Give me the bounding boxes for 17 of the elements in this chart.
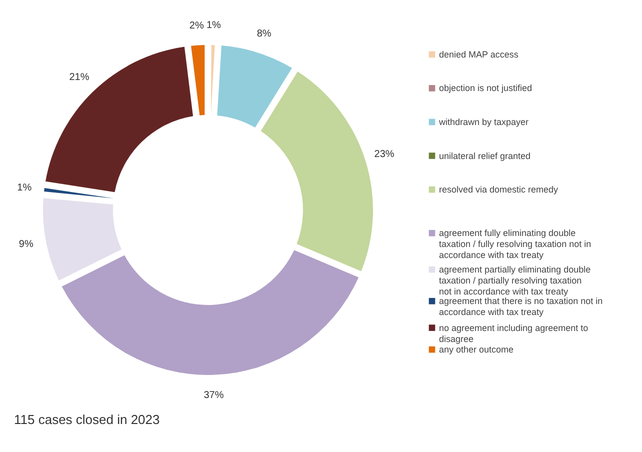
legend-label: any other outcome (439, 344, 514, 355)
data-label: 21% (69, 72, 90, 84)
legend-label: withdrawn by taxpayer (438, 117, 529, 127)
legend-label: agreement fully eliminating double taxation / fully resolving taxation not in accordance with tax treaty (439, 228, 592, 260)
data-label: 23% (374, 148, 394, 160)
data-label: 1% (17, 182, 32, 194)
legend-label: agreement that there is no taxation not in accordance with tax treaty (439, 296, 603, 318)
data-label: 8% (256, 28, 272, 40)
legend-label: unilateral relief granted (439, 150, 531, 161)
legend-label: objection is not justified (439, 83, 532, 94)
data-label: 2% (189, 20, 204, 32)
data-label: 1% (206, 20, 222, 32)
data-label: 9% (18, 238, 34, 250)
legend-label: resolved via domestic remedy (439, 184, 559, 195)
legend-label: denied MAP access (439, 49, 519, 60)
data-label: 37% (204, 390, 224, 401)
text: 115 cases closed in 2023 (14, 412, 160, 427)
